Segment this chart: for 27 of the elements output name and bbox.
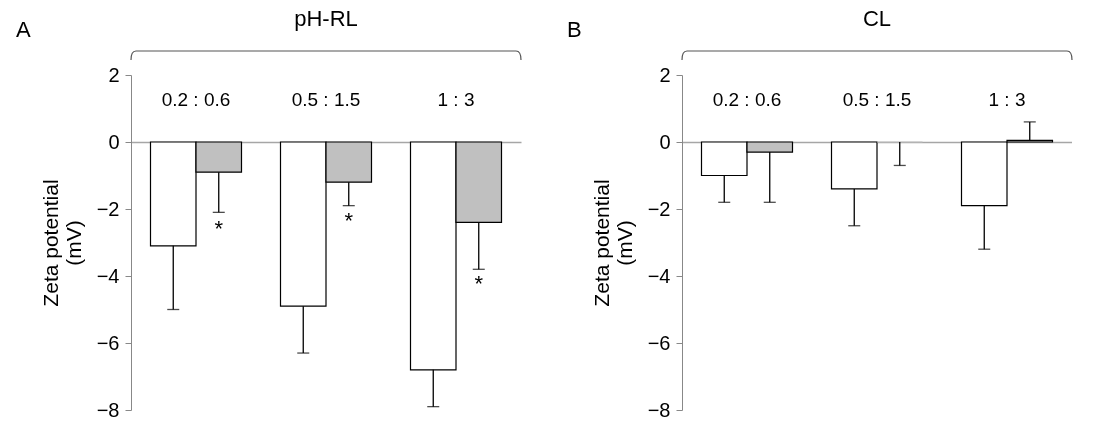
- x-tick-label: 1 : 3: [988, 88, 1026, 110]
- y-tick-label: −2: [96, 197, 120, 220]
- y-axis-title: Zeta potential (mV): [38, 179, 85, 307]
- y-tick-label: −4: [96, 264, 120, 287]
- x-tick-label: 0.5 : 1.5: [842, 88, 912, 110]
- y-tick-label: 0: [108, 130, 120, 153]
- x-tick-label: 0.5 : 1.5: [291, 88, 361, 110]
- annotation: *: [344, 207, 354, 233]
- y-tick-label: −8: [96, 398, 120, 421]
- x-tick-label: 0.2 : 0.6: [161, 88, 231, 110]
- y-tick-label: −8: [647, 398, 671, 421]
- y-tick-label: 2: [659, 63, 671, 86]
- y-tick-label: −2: [647, 197, 671, 220]
- chart-title: pH-RL: [294, 6, 358, 31]
- text: B: [567, 17, 582, 43]
- x-tick-label: 0.2 : 0.6: [712, 88, 782, 110]
- y-tick-label: −6: [96, 331, 120, 354]
- y-tick-label: 0: [659, 130, 671, 153]
- y-tick-label: −4: [647, 264, 671, 287]
- chart-title: CL: [862, 6, 892, 31]
- x-tick-label: 1 : 3: [437, 88, 475, 110]
- y-axis-title: Zeta potential (mV): [589, 179, 636, 307]
- text: A: [16, 17, 31, 43]
- y-tick-label: 2: [108, 63, 120, 86]
- y-tick-label: −6: [647, 331, 671, 354]
- annotation: *: [474, 271, 484, 297]
- annotation: *: [214, 216, 224, 242]
